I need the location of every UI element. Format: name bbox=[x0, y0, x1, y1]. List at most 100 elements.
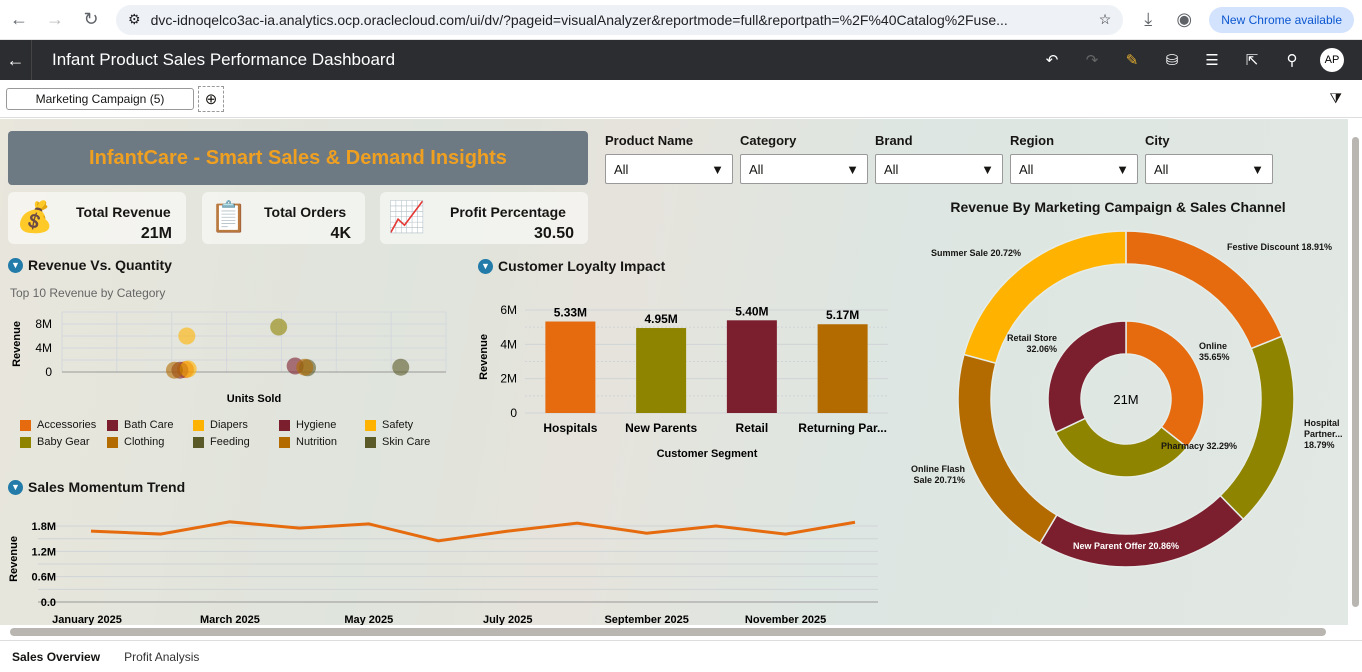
legend-item[interactable]: Diapers bbox=[193, 419, 279, 431]
y-tick-label: 0 bbox=[45, 365, 52, 379]
download-icon[interactable]: ⤓ bbox=[1144, 9, 1153, 29]
user-filter-icon[interactable]: ⚲ bbox=[1286, 52, 1298, 69]
slice-label: Retail Store bbox=[1007, 333, 1057, 343]
legend-item[interactable]: Bath Care bbox=[107, 419, 193, 431]
city-select[interactable]: All ▼ bbox=[1145, 154, 1273, 184]
chart-title: Revenue Vs. Quantity bbox=[28, 257, 172, 273]
tab-sales-overview[interactable]: Sales Overview bbox=[12, 649, 101, 664]
slice-label: Sale 20.71% bbox=[913, 475, 965, 485]
x-tick-label: Retail bbox=[736, 421, 769, 435]
bar-3 bbox=[817, 324, 868, 413]
data-label: 5.17M bbox=[826, 308, 859, 322]
horizontal-scrollbar[interactable] bbox=[0, 625, 1362, 639]
site-info-icon[interactable]: ⚙ bbox=[128, 11, 141, 27]
kpi-value: 4K bbox=[330, 225, 351, 242]
y-tick-label: 1.2M bbox=[32, 546, 56, 558]
scatter-point-skin-care bbox=[392, 358, 410, 376]
select-value: All bbox=[749, 161, 764, 177]
legend-item[interactable]: Nutrition bbox=[279, 436, 365, 448]
filter-label: Brand bbox=[875, 133, 913, 148]
legend-item[interactable]: Safety bbox=[365, 419, 451, 431]
data-refresh-icon[interactable]: ⛁ bbox=[1165, 52, 1179, 69]
y-axis-label: Revenue bbox=[11, 321, 23, 367]
address-bar[interactable]: ⚙ dvc-idnoqelco3ac-ia.analytics.ocp.oracl… bbox=[116, 4, 1124, 35]
legend-label: Safety bbox=[382, 419, 414, 431]
vertical-scrollbar[interactable] bbox=[1348, 119, 1362, 625]
redo-icon[interactable]: ↷ bbox=[1085, 52, 1099, 69]
y-tick-label: 2M bbox=[500, 372, 517, 386]
outer-slice-hospital-partner- bbox=[1219, 335, 1295, 521]
browser-toolbar: ← → ↻ ⚙ dvc-idnoqelco3ac-ia.analytics.ocp… bbox=[0, 0, 1362, 40]
outer-slice-online-flash-sale bbox=[957, 353, 1058, 545]
brand-select[interactable]: All ▼ bbox=[875, 154, 1003, 184]
chevron-down-icon: ▼ bbox=[1116, 161, 1129, 177]
export-icon[interactable]: ⇱ bbox=[1245, 52, 1259, 69]
x-tick-label: January 2025 bbox=[52, 614, 122, 625]
y-axis-label: Revenue bbox=[8, 536, 20, 582]
legend-item[interactable]: Hygiene bbox=[279, 419, 365, 431]
y-tick-label: 1.8M bbox=[32, 521, 56, 533]
y-tick-label: 8M bbox=[35, 317, 52, 331]
edit-icon[interactable]: ✎ bbox=[1125, 52, 1139, 69]
reload-icon[interactable]: ↻ bbox=[83, 9, 99, 29]
chart-title: Sales Momentum Trend bbox=[28, 479, 186, 495]
kpi-label: Profit Percentage bbox=[450, 204, 566, 220]
kpi-value: 21M bbox=[140, 225, 172, 242]
filter-icon[interactable]: ▼ bbox=[8, 479, 23, 495]
profile-icon[interactable]: ◉ bbox=[1176, 9, 1193, 29]
x-tick-label: New Parents bbox=[625, 421, 697, 435]
data-label: 4.95M bbox=[644, 312, 677, 326]
tab-marketing-campaign[interactable]: Marketing Campaign (5) bbox=[6, 87, 194, 110]
kpi-label: Total Orders bbox=[264, 204, 347, 220]
forward-icon[interactable]: → bbox=[46, 9, 64, 29]
legend-item[interactable]: Feeding bbox=[193, 436, 279, 448]
legend-swatch bbox=[107, 419, 118, 431]
undo-icon[interactable]: ↶ bbox=[1045, 52, 1059, 69]
filter-icon[interactable]: ▼ bbox=[8, 257, 23, 273]
legend-label: Hygiene bbox=[296, 419, 337, 431]
clipboard-cart-icon: 📋 bbox=[210, 201, 248, 234]
legend-item[interactable]: Accessories bbox=[20, 419, 107, 431]
line-chart: 0.0 0.6M 1.2M 1.8M Revenue January 2025 March … bbox=[8, 520, 878, 625]
filter-icon[interactable]: ▼ bbox=[478, 258, 493, 274]
x-tick-label: Hospitals bbox=[543, 421, 597, 435]
avatar[interactable]: AP bbox=[1320, 48, 1344, 72]
new-chrome-button[interactable]: New Chrome available bbox=[1209, 6, 1354, 33]
legend-swatch bbox=[107, 436, 118, 448]
filter-product-name: Product Name All ▼ bbox=[605, 133, 733, 184]
legend-item[interactable]: Clothing bbox=[107, 436, 193, 448]
kpi-value: 30.50 bbox=[533, 225, 574, 242]
comments-icon[interactable]: ☰ bbox=[1205, 52, 1219, 69]
bar-title: ▼ Customer Loyalty Impact bbox=[478, 258, 665, 274]
chevron-down-icon: ▼ bbox=[981, 161, 994, 177]
legend-swatch bbox=[365, 419, 376, 431]
select-value: All bbox=[614, 161, 629, 177]
banner-title: InfantCare - Smart Sales & Demand Insigh… bbox=[8, 131, 588, 185]
legend-label: Clothing bbox=[124, 436, 165, 448]
back-button[interactable]: ← bbox=[0, 40, 32, 80]
x-tick-label: March 2025 bbox=[200, 614, 260, 625]
filter-settings-icon[interactable]: ⧩ bbox=[1329, 90, 1343, 106]
back-icon[interactable]: ← bbox=[10, 9, 28, 29]
scatter-subtitle: Top 10 Revenue by Category bbox=[10, 286, 166, 300]
legend-label: Feeding bbox=[210, 436, 250, 448]
tab-profit-analysis[interactable]: Profit Analysis bbox=[124, 649, 200, 664]
add-canvas-button[interactable]: ⊕ bbox=[198, 85, 224, 112]
select-value: All bbox=[1154, 161, 1169, 177]
bottom-tabs: Sales Overview Profit Analysis bbox=[0, 640, 1362, 672]
scatter-title: ▼ Revenue Vs. Quantity bbox=[8, 257, 172, 273]
kpi-total-revenue: 💰 Total Revenue 21M bbox=[8, 192, 186, 244]
category-select[interactable]: All ▼ bbox=[740, 154, 868, 184]
bar-chart: 0 2M 4M 6M Revenue Customer Segment 5.33M Hospi… bbox=[478, 303, 888, 460]
data-label: 5.40M bbox=[735, 304, 768, 318]
bookmark-icon[interactable]: ☆ bbox=[1098, 11, 1112, 27]
product-name-select[interactable]: All ▼ bbox=[605, 154, 733, 184]
kpi-profit-percentage: 📈 Profit Percentage 30.50 bbox=[380, 192, 588, 244]
x-tick-label: Returning Par... bbox=[798, 421, 887, 435]
region-select[interactable]: All ▼ bbox=[1010, 154, 1138, 184]
legend-swatch bbox=[193, 436, 204, 448]
legend-item[interactable]: Baby Gear bbox=[20, 436, 107, 448]
legend-item[interactable]: Skin Care bbox=[365, 436, 451, 448]
dashboard-canvas: InfantCare - Smart Sales & Demand Insigh… bbox=[0, 119, 1348, 625]
legend-label: Nutrition bbox=[296, 436, 337, 448]
